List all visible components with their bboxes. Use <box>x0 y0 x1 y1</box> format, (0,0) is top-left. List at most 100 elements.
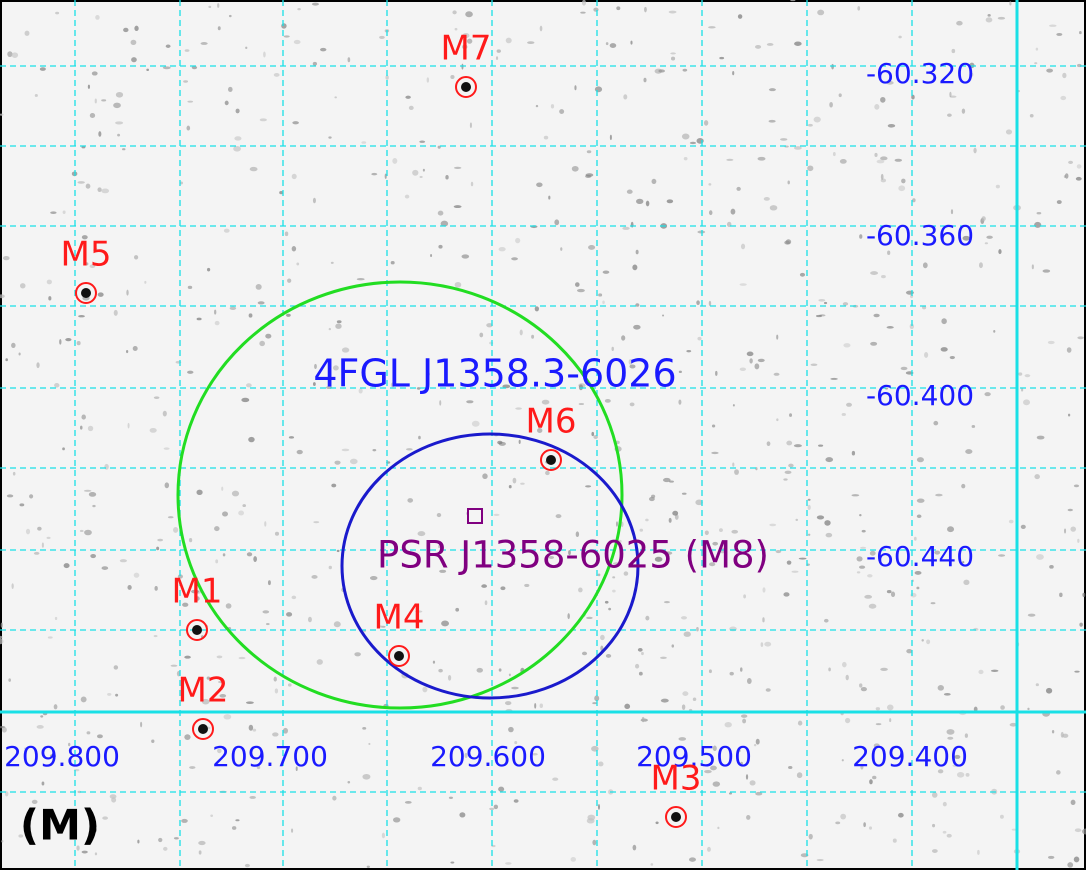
speckle <box>651 178 657 185</box>
speckle <box>191 65 198 70</box>
speckle <box>151 739 155 743</box>
speckle <box>886 590 892 594</box>
speckle <box>369 576 378 581</box>
speckle <box>654 556 663 562</box>
speckle <box>291 246 297 252</box>
speckle <box>284 231 289 237</box>
speckle <box>47 636 53 639</box>
speckle <box>840 813 847 820</box>
speckle <box>749 358 753 364</box>
speckle <box>539 703 543 708</box>
speckle <box>362 727 367 730</box>
source-label: M1 <box>172 572 223 612</box>
speckle <box>255 284 262 290</box>
speckle <box>198 840 206 846</box>
speckle <box>1034 221 1042 228</box>
speckle <box>450 74 455 79</box>
speckle <box>626 189 633 194</box>
speckle <box>637 647 643 652</box>
speckle <box>1060 731 1064 738</box>
speckle <box>1062 72 1067 79</box>
speckle <box>177 574 183 579</box>
speckle <box>731 529 739 534</box>
speckle <box>965 773 970 777</box>
speckle <box>634 663 640 669</box>
speckle <box>873 313 880 318</box>
speckle <box>757 358 765 363</box>
speckle <box>404 801 412 804</box>
speckle <box>1011 828 1017 831</box>
speckle <box>969 72 974 78</box>
speckle <box>894 158 902 162</box>
speckle <box>886 326 894 329</box>
speckle <box>961 483 966 489</box>
speckle <box>89 112 96 118</box>
speckle <box>598 293 603 297</box>
speckle <box>788 463 794 468</box>
speckle <box>807 165 814 172</box>
speckle <box>650 863 654 866</box>
speckle <box>560 247 563 251</box>
speckle <box>40 715 44 718</box>
speckle <box>111 797 117 803</box>
speckle <box>366 865 370 869</box>
speckle <box>79 529 84 532</box>
source-marker <box>192 718 214 740</box>
speckle <box>910 592 917 598</box>
speckle <box>11 583 14 589</box>
star <box>192 625 202 635</box>
speckle <box>946 729 955 735</box>
speckle <box>697 230 706 234</box>
speckle <box>981 216 986 222</box>
speckle <box>46 279 52 285</box>
speckle <box>678 399 682 405</box>
speckle <box>53 704 58 710</box>
speckle <box>81 414 86 420</box>
ra-label: 209.400 <box>852 740 968 773</box>
speckle <box>534 306 540 312</box>
speckle <box>1046 68 1053 73</box>
speckle <box>963 579 970 586</box>
speckle <box>660 698 669 703</box>
speckle <box>710 765 717 771</box>
speckle <box>163 846 168 851</box>
speckle <box>708 300 712 307</box>
speckle <box>790 0 796 2</box>
speckle <box>505 701 512 706</box>
speckle <box>515 237 521 244</box>
speckle <box>170 664 178 667</box>
speckle <box>786 440 793 446</box>
speckle <box>206 267 211 272</box>
speckle <box>347 57 351 63</box>
speckle <box>645 518 649 522</box>
speckle <box>986 235 993 239</box>
speckle <box>570 857 577 862</box>
speckle <box>763 197 770 201</box>
speckle <box>438 668 443 673</box>
speckle <box>1009 722 1017 727</box>
speckle <box>539 25 543 32</box>
speckle <box>609 43 617 48</box>
speckle <box>668 10 677 14</box>
speckle <box>466 400 474 404</box>
speckle <box>184 655 191 659</box>
speckle <box>585 173 594 177</box>
speckle <box>765 688 771 692</box>
speckle <box>436 512 442 518</box>
speckle <box>604 600 609 604</box>
speckle <box>368 742 371 746</box>
speckle <box>962 235 970 241</box>
speckle <box>870 341 878 346</box>
speckle <box>900 366 908 371</box>
speckle <box>244 863 250 868</box>
speckle <box>670 52 676 55</box>
speckle <box>643 77 647 83</box>
speckle <box>859 234 863 239</box>
speckle <box>77 181 85 184</box>
speckle <box>593 435 598 440</box>
speckle <box>947 113 952 117</box>
speckle <box>857 6 861 11</box>
speckle <box>520 482 525 485</box>
speckle <box>950 209 954 215</box>
speckle <box>291 828 294 833</box>
